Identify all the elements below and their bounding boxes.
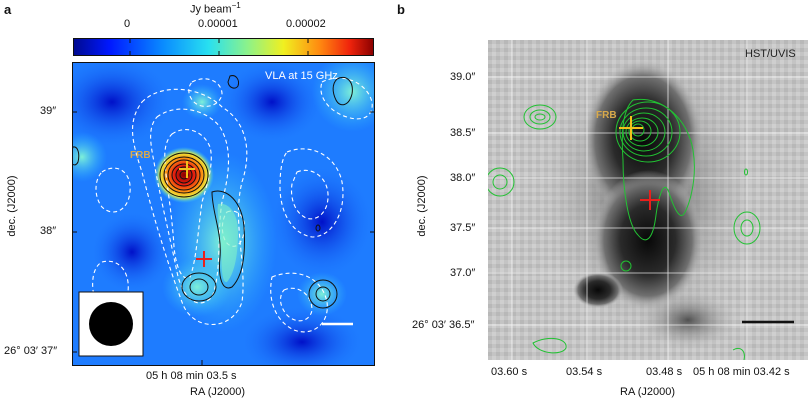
xtick-b-0: 03.60 s <box>491 366 528 378</box>
xlabel-b: RA (J2000) <box>620 386 676 398</box>
ylabel-b: dec. (J2000) <box>416 175 428 237</box>
colorbar <box>73 38 374 56</box>
xtick-a: 05 h 08 min 03.5 s <box>146 370 237 382</box>
ylabel-a: dec. (J2000) <box>6 175 18 237</box>
ytick-b-36-5: 26° 03′ 36.5″ <box>412 319 475 331</box>
frb-label-a: FRB <box>130 150 151 161</box>
ytick-a-39: 39″ <box>40 105 57 117</box>
hst-map-label: HST/UVIS <box>745 48 796 60</box>
colorbar-tick-2: 0.00002 <box>286 18 326 30</box>
colorbar-title: Jy beam−1 <box>190 1 241 16</box>
colorbar-tick-1: 0.00001 <box>198 18 238 30</box>
ytick-a-37: 26° 03′ 37″ <box>4 345 58 357</box>
ytick-b-37-5: 37.5″ <box>450 222 476 234</box>
panel-a-letter: a <box>4 2 12 17</box>
frb-label-b: FRB <box>596 110 617 121</box>
colorbar-unit: Jy beam <box>190 3 232 16</box>
xtick-b-1: 03.54 s <box>566 366 603 378</box>
ytick-a-38: 38″ <box>40 225 57 237</box>
panel-b-letter: b <box>397 2 405 17</box>
hst-map <box>488 40 808 360</box>
xlabel-a: RA (J2000) <box>190 386 246 398</box>
colorbar-tick-0: 0 <box>124 18 131 30</box>
ytick-b-39-0: 39.0″ <box>450 71 476 83</box>
ytick-b-38-5: 38.5″ <box>450 127 476 139</box>
vla-map-label: VLA at 15 GHz <box>265 70 338 82</box>
vla-map <box>72 62 375 366</box>
ytick-b-38-0: 38.0″ <box>450 172 476 184</box>
xtick-b-3: 05 h 08 min 03.42 s <box>693 366 790 378</box>
xtick-b-2: 03.48 s <box>646 366 683 378</box>
colorbar-unit-exponent: −1 <box>231 1 241 10</box>
ytick-b-37-0: 37.0″ <box>450 267 476 279</box>
